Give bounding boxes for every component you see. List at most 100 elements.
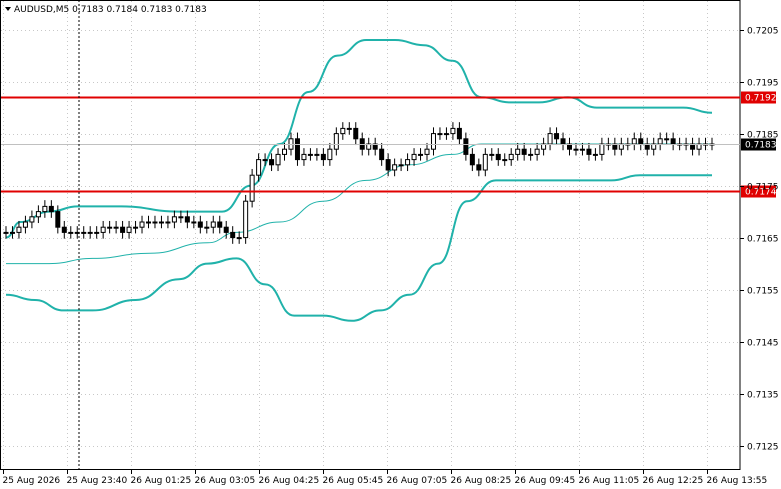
candle [320, 148, 326, 166]
y-tick-label: 0.7175 [747, 183, 779, 193]
candle [243, 194, 249, 244]
candle-body [191, 221, 197, 224]
candle [353, 122, 359, 146]
candle [651, 137, 657, 156]
candle [618, 137, 624, 156]
candle [482, 148, 488, 177]
candle [379, 142, 385, 166]
candle-body [210, 221, 216, 228]
candle-body [534, 148, 540, 155]
candle-body [158, 221, 164, 224]
candle-body [528, 153, 534, 156]
y-tick-label: 0.7165 [747, 235, 779, 245]
candle-body [55, 211, 61, 228]
candle-body [217, 221, 223, 228]
candle-body [469, 153, 475, 166]
candle [42, 200, 48, 218]
candle-body [68, 231, 74, 234]
candle-body [230, 231, 236, 239]
candle-body [631, 138, 637, 145]
candle [269, 153, 275, 172]
candle [592, 148, 598, 161]
candle-body [35, 211, 41, 218]
y-tick-label: 0.7205 [747, 27, 779, 37]
candle [567, 137, 573, 156]
candle [294, 132, 300, 166]
candle [418, 148, 424, 161]
candle [476, 158, 482, 177]
candle-body [9, 231, 15, 234]
candle [424, 142, 430, 161]
candle-body [42, 205, 48, 213]
candle-body [476, 164, 482, 171]
candle [631, 132, 637, 151]
candle [197, 215, 203, 234]
candle [495, 148, 501, 166]
candle-body [275, 153, 281, 166]
candle-body [398, 164, 404, 167]
bollinger-upper-line [5, 39, 713, 239]
current-price-box [741, 138, 776, 151]
candle-body [236, 237, 242, 240]
candle-body [418, 153, 424, 156]
candle [508, 148, 514, 166]
candle [690, 137, 696, 156]
x-tick-label: 26 Aug 09:45 [515, 476, 576, 486]
candle-body [113, 226, 119, 229]
candle [55, 205, 61, 234]
horizontal-levels[interactable]: 0.7192 0.7174 0.7183 [1, 91, 777, 198]
candle [333, 127, 339, 156]
candle-body [152, 221, 158, 224]
candle [178, 210, 184, 224]
candle [437, 127, 443, 140]
candle-body [456, 127, 462, 140]
candle-body [282, 148, 288, 155]
candle [430, 127, 436, 156]
x-tick-label: 26 Aug 07:05 [387, 476, 448, 486]
candle-body [87, 231, 93, 234]
candle-body [508, 153, 514, 161]
candle [547, 127, 553, 151]
candle-body [521, 148, 527, 155]
candle [456, 122, 462, 146]
candle-body [178, 216, 184, 219]
candle [450, 122, 456, 140]
candle-body [81, 231, 87, 234]
candle [100, 220, 106, 239]
candle [599, 137, 605, 161]
candle-body [437, 133, 443, 136]
candle-body [482, 153, 488, 171]
price-axis[interactable]: 0.7205 0.7195 0.7185 0.7175 0.7165 0.7155 0.71… [740, 27, 779, 453]
candle-body [120, 226, 126, 233]
candle-body [145, 221, 151, 224]
candle [262, 153, 268, 166]
candle-body [638, 138, 644, 145]
candle-body [430, 133, 436, 150]
candle-body [29, 216, 35, 223]
candle [249, 168, 255, 208]
candle [534, 142, 540, 161]
candle [68, 226, 74, 239]
candle [385, 153, 391, 177]
candle [307, 148, 313, 161]
candle [158, 215, 164, 229]
candle [586, 142, 592, 161]
candle [223, 220, 229, 239]
candle-body [450, 127, 456, 135]
candle-body [664, 138, 670, 141]
candle [502, 153, 508, 166]
candle [411, 148, 417, 166]
candle [107, 220, 113, 234]
candle-body [592, 153, 598, 156]
dropdown-triangle-icon[interactable] [5, 7, 11, 11]
symbol-info-text: AUDUSD,M5 0.7183 0.7184 0.7183 0.7183 [14, 5, 207, 15]
candle [139, 215, 145, 234]
candle-body [515, 148, 521, 155]
y-tick-label: 0.7185 [747, 131, 779, 141]
candle-body [61, 226, 67, 233]
time-axis[interactable]: 25 Aug 2026 25 Aug 23:40 26 Aug 01:25 26 Au… [3, 469, 768, 486]
candle-body [22, 221, 28, 228]
candle-body [502, 159, 508, 162]
